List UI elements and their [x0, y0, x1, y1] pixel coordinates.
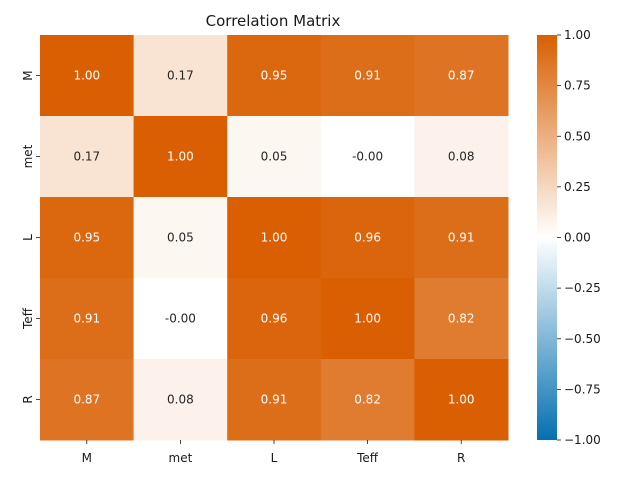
heatmap-cell [40, 35, 135, 117]
heatmap-cell [40, 197, 135, 279]
colorbar [537, 35, 557, 440]
heatmap-cell [227, 359, 322, 441]
heatmap-cell [133, 278, 228, 360]
heatmap-cell [227, 278, 322, 360]
cell-value-label: 0.05 [261, 150, 288, 164]
y-tick-label: R [21, 395, 35, 403]
heatmap-cell [40, 116, 135, 198]
y-tick-label: L [21, 234, 35, 241]
heatmap-cell [414, 116, 509, 198]
cell-value-label: 0.17 [73, 150, 100, 164]
x-tick-label: met [169, 451, 193, 465]
heatmap-cell [414, 197, 509, 279]
cell-value-label: 0.82 [448, 312, 475, 326]
x-tick-label: L [271, 451, 278, 465]
y-tick-label: met [21, 144, 35, 168]
heatmap-cell [320, 197, 415, 279]
heatmap-cell [320, 278, 415, 360]
cell-value-label: -0.00 [165, 312, 196, 326]
heatmap-cell [133, 35, 228, 117]
cell-value-label: 1.00 [448, 393, 475, 407]
cell-value-label: 0.87 [73, 393, 100, 407]
heatmap-cell [414, 35, 509, 117]
cell-value-label: 1.00 [354, 312, 381, 326]
colorbar-tick-label: 0.75 [564, 79, 591, 93]
cell-value-label: 0.91 [448, 231, 475, 245]
x-tick-label: M [82, 451, 92, 465]
heatmap-cell [133, 197, 228, 279]
cell-value-label: 0.91 [354, 69, 381, 83]
cell-value-label: 1.00 [73, 69, 100, 83]
heatmap-cell [320, 359, 415, 441]
heatmap-cell [40, 278, 135, 360]
cell-value-label: 0.17 [167, 69, 194, 83]
cell-value-label: 0.05 [167, 231, 194, 245]
colorbar-tick-label: −0.25 [564, 281, 601, 295]
cell-value-label: 0.95 [73, 231, 100, 245]
colorbar-tick-label: 0.00 [564, 231, 591, 245]
y-tick-label: Teff [21, 307, 35, 330]
heatmap-cell [227, 35, 322, 117]
heatmap-cell [227, 116, 322, 198]
cell-value-label: 0.96 [354, 231, 381, 245]
x-tick-label: R [457, 451, 465, 465]
cell-value-label: 1.00 [167, 150, 194, 164]
cell-value-label: 0.91 [73, 312, 100, 326]
colorbar-tick-label: 0.25 [564, 180, 591, 194]
colorbar-tick-label: 1.00 [564, 28, 591, 42]
cell-value-label: 0.08 [448, 150, 475, 164]
cell-value-label: 0.87 [448, 69, 475, 83]
cell-value-label: 0.96 [261, 312, 288, 326]
chart-title: Correlation Matrix [206, 12, 341, 30]
colorbar-tick-label: −0.75 [564, 382, 601, 396]
colorbar-tick-label: −0.50 [564, 332, 601, 346]
heatmap-cell [40, 359, 135, 441]
cell-value-label: 0.08 [167, 393, 194, 407]
colorbar-ticks: 1.00 0.75 0.50 0.25 0.00 −0.25 −0.50 −0.75 −1.00 [557, 28, 601, 447]
colorbar-tick-label: 0.50 [564, 129, 591, 143]
heatmap-cell [320, 116, 415, 198]
heatmap-cell [227, 197, 322, 279]
cell-value-label: 1.00 [261, 231, 288, 245]
heatmap-cell [320, 35, 415, 117]
cell-value-label: 0.91 [261, 393, 288, 407]
x-tick-label: Teff [356, 451, 379, 465]
heatmap-cell [414, 278, 509, 360]
cell-value-label: 0.95 [261, 69, 288, 83]
cell-value-label: -0.00 [352, 150, 383, 164]
heatmap-cell [414, 359, 509, 441]
heatmap-cell [133, 359, 228, 441]
y-tick-label: M [21, 70, 35, 80]
heatmap-cells: 1.00 0.17 0.95 0.91 0.87 0.17 1.00 0.05 -0.00 0.0… [40, 35, 509, 441]
colorbar-tick-label: −1.00 [564, 433, 601, 447]
cell-value-label: 0.82 [354, 393, 381, 407]
heatmap-cell [133, 116, 228, 198]
